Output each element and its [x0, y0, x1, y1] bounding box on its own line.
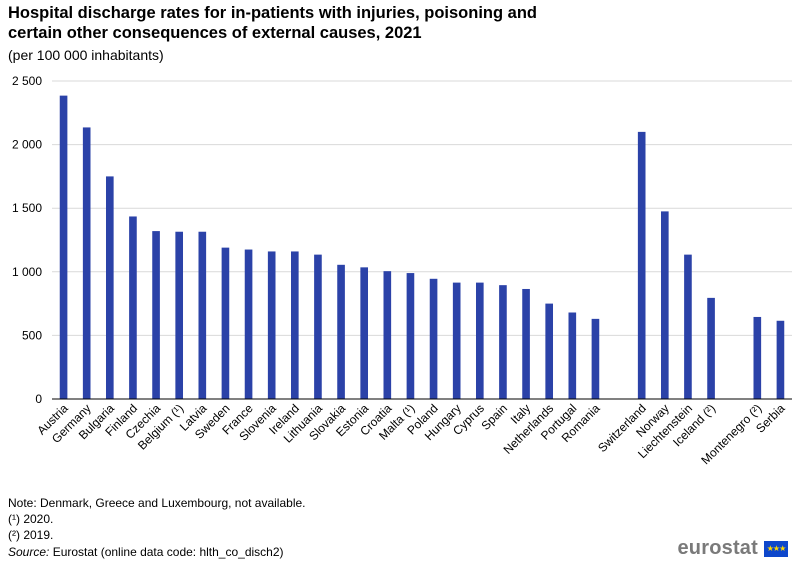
bar — [707, 297, 715, 399]
source-text: Eurostat (online data code: hlth_co_disc… — [49, 544, 284, 559]
bar — [105, 176, 114, 399]
source-line: Source: Eurostat (online data code: hlth… — [8, 544, 306, 560]
bar — [221, 247, 230, 399]
bar — [198, 231, 207, 399]
bar — [360, 267, 369, 399]
bar — [152, 231, 160, 399]
y-tick-label: 1 500 — [12, 201, 42, 215]
bar — [337, 264, 345, 399]
bar — [753, 316, 762, 399]
bar — [522, 288, 530, 399]
y-tick-label: 2 500 — [12, 74, 42, 88]
footnote-2: (²) 2019. — [8, 528, 54, 543]
bar — [545, 303, 554, 399]
bar — [452, 282, 461, 399]
eurostat-logo-text: eurostat — [677, 537, 758, 559]
chart-subtitle: (per 100 000 inhabitants) — [8, 47, 164, 63]
source-label: Source: — [8, 544, 50, 559]
bar — [499, 285, 507, 399]
y-tick-label: 1 000 — [12, 265, 42, 279]
bar — [429, 278, 438, 399]
y-tick-label: 500 — [22, 328, 42, 342]
y-tick-label: 0 — [35, 392, 42, 406]
x-tick-label: Spain — [478, 401, 510, 433]
bar — [175, 231, 184, 399]
bar — [383, 271, 392, 399]
bar — [244, 249, 253, 399]
y-tick-label: 2 000 — [12, 138, 42, 152]
bar — [776, 320, 785, 399]
chart-title-line-1: Hospital discharge rates for in-patients… — [8, 4, 537, 22]
chart-title: Hospital discharge rates for in-patients… — [8, 3, 688, 43]
bar — [406, 273, 415, 399]
bar — [475, 282, 484, 399]
bar — [568, 312, 577, 399]
eu-flag-icon: ★★★ — [764, 540, 788, 557]
bar — [129, 216, 137, 399]
chart-notes: Note: Denmark, Greece and Luxembourg, no… — [8, 495, 306, 560]
note-unavailable: Note: Denmark, Greece and Luxembourg, no… — [8, 496, 306, 510]
chart-title-line-2: certain other consequences of external c… — [8, 24, 422, 42]
bar — [637, 131, 646, 399]
bar — [684, 254, 692, 399]
bar — [591, 318, 600, 399]
bar — [82, 127, 91, 399]
bar — [59, 95, 68, 400]
bar — [290, 251, 299, 399]
bar — [660, 211, 669, 399]
bar — [267, 251, 276, 399]
bar — [314, 254, 322, 399]
eurostat-logo: eurostat ★★★ — [677, 537, 788, 560]
footnote-1: (¹) 2020. — [8, 512, 54, 527]
